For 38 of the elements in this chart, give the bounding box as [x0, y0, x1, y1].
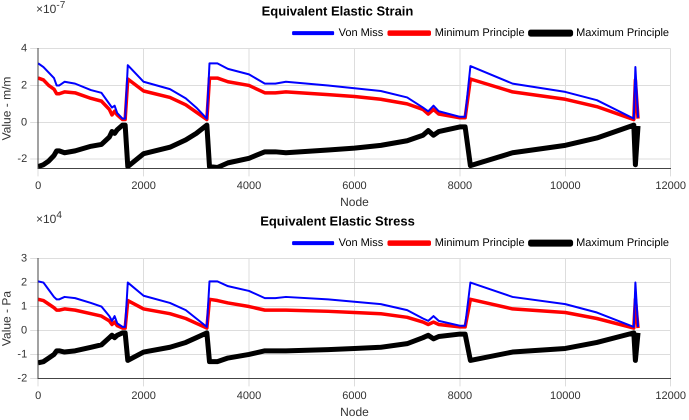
x-axis-title: Node	[340, 195, 370, 210]
x-tick-label: 4000	[236, 180, 262, 192]
y-tick-label: -1	[17, 348, 28, 360]
y-tick-label: 4	[21, 42, 28, 55]
x-tick-label: 12000	[655, 180, 686, 192]
x-tick-label: 10000	[550, 180, 581, 192]
x-tick-label: 0	[35, 390, 42, 402]
y-tick-label: 2	[21, 79, 28, 92]
y-tick-label: -2	[17, 153, 28, 166]
legend-label: Minimum Principle	[434, 237, 525, 250]
x-tick-label: 6000	[342, 390, 367, 402]
chart-title: Equivalent Elastic Strain	[262, 3, 414, 18]
x-axis-title: Node	[340, 405, 370, 420]
legend-label: Maximum Principle	[576, 237, 670, 250]
x-tick-label: 6000	[342, 180, 367, 192]
x-tick-label: 4000	[236, 390, 262, 402]
y-axis-title: Value - m/m	[0, 76, 14, 140]
legend-label: Von Miss	[338, 27, 384, 40]
legend-label: Maximum Principle	[576, 27, 670, 40]
text: ×10$^{4}$	[36, 210, 62, 226]
chart-title: Equivalent Elastic Stress	[260, 213, 415, 228]
y-tick-label: -2	[17, 372, 28, 384]
y-tick-label: 0	[21, 116, 28, 128]
x-tick-label: 0	[35, 180, 42, 192]
y-axis-title: Value - Pa	[0, 290, 14, 346]
y-tick-label: 1	[21, 300, 28, 313]
x-tick-label: 10000	[550, 390, 581, 402]
x-tick-label: 8000	[448, 390, 472, 402]
text: ×10$^{-7}$	[36, 0, 66, 16]
y-tick-label: 0	[21, 324, 28, 337]
legend-label: Minimum Principle	[434, 27, 525, 40]
x-tick-label: 12000	[655, 390, 686, 402]
x-tick-label: 2000	[131, 390, 156, 402]
y-tick-label: 3	[21, 252, 28, 265]
y-tick-label: 2	[21, 276, 28, 289]
x-tick-label: 8000	[448, 180, 472, 192]
x-tick-label: 2000	[131, 180, 156, 192]
legend-label: Von Miss	[338, 237, 384, 250]
